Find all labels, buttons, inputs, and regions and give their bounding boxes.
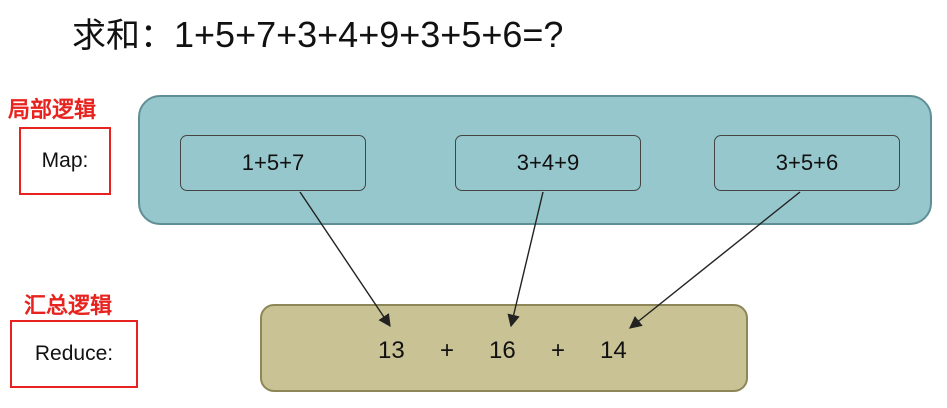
arrow-1 (300, 192, 390, 326)
arrow-3 (630, 192, 800, 328)
arrow-2 (511, 192, 543, 326)
